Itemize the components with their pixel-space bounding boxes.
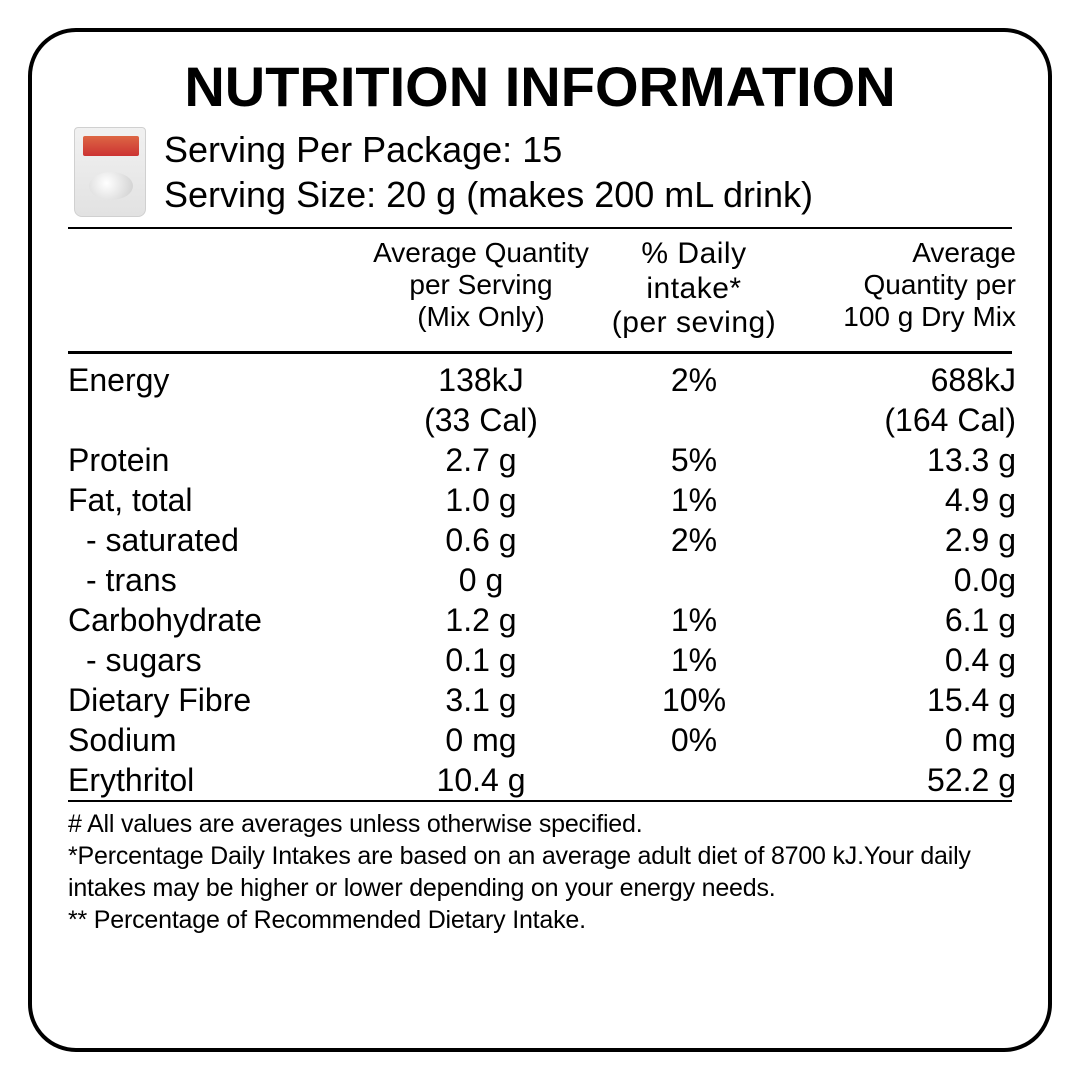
nutrient-name: Erythritol — [68, 760, 368, 800]
serving-row: Serving Per Package: 15 Serving Size: 20… — [68, 127, 1012, 217]
daily-intake-value: 1% — [594, 480, 794, 520]
panel-title: NUTRITION INFORMATION — [68, 54, 1012, 119]
per-serving-value: 138kJ(33 Cal) — [368, 360, 594, 440]
per-100g-value: 688kJ(164 Cal) — [794, 360, 1016, 440]
table-row: trans0 g0.0g — [68, 560, 1012, 600]
daily-intake-value — [594, 560, 794, 600]
table-row: Sodium0 mg0%0 mg — [68, 720, 1012, 760]
daily-intake-value: 1% — [594, 600, 794, 640]
table-row: saturated0.6 g2%2.9 g — [68, 520, 1012, 560]
nutrient-name: saturated — [68, 520, 368, 560]
serving-size: Serving Size: 20 g (makes 200 mL drink) — [164, 172, 813, 217]
per-100g-value: 13.3 g — [794, 440, 1016, 480]
per-100g-value: 2.9 g — [794, 520, 1016, 560]
table-row: sugars0.1 g1%0.4 g — [68, 640, 1012, 680]
footnote-line: *Percentage Daily Intakes are based on a… — [68, 840, 1012, 904]
per-serving-value: 1.0 g — [368, 480, 594, 520]
nutrient-name: Fat, total — [68, 480, 368, 520]
daily-intake-value: 2% — [594, 520, 794, 560]
table-row: Erythritol10.4 g52.2 g — [68, 760, 1012, 800]
product-pouch-icon — [74, 127, 146, 217]
per-100g-value: 0.4 g — [794, 640, 1016, 680]
per-serving-value: 0.6 g — [368, 520, 594, 560]
daily-intake-value: 0% — [594, 720, 794, 760]
table-row: Protein2.7 g5%13.3 g — [68, 440, 1012, 480]
nutrient-name: Energy — [68, 360, 368, 440]
footnote-line: ** Percentage of Recommended Dietary Int… — [68, 904, 1012, 936]
per-100g-value: 6.1 g — [794, 600, 1016, 640]
footnotes: # All values are averages unless otherwi… — [68, 808, 1012, 936]
nutrient-name: sugars — [68, 640, 368, 680]
serving-per-package: Serving Per Package: 15 — [164, 127, 813, 172]
per-100g-value: 0 mg — [794, 720, 1016, 760]
per-100g-value: 4.9 g — [794, 480, 1016, 520]
per-100g-value: 15.4 g — [794, 680, 1016, 720]
table-row: Energy138kJ(33 Cal)2%688kJ(164 Cal) — [68, 360, 1012, 440]
nutrient-name: Sodium — [68, 720, 368, 760]
nutrient-name: Protein — [68, 440, 368, 480]
per-serving-value: 1.2 g — [368, 600, 594, 640]
per-serving-value: 0 mg — [368, 720, 594, 760]
nutrition-panel: NUTRITION INFORMATION Serving Per Packag… — [28, 28, 1052, 1052]
per-serving-value: 0 g — [368, 560, 594, 600]
daily-intake-value: 1% — [594, 640, 794, 680]
footnote-line: # All values are averages unless otherwi… — [68, 808, 1012, 840]
col-per-100g: Average Quantity per 100 g Dry Mix — [794, 237, 1016, 341]
daily-intake-value: 5% — [594, 440, 794, 480]
per-serving-value: 3.1 g — [368, 680, 594, 720]
nutrition-rows: Energy138kJ(33 Cal)2%688kJ(164 Cal)Prote… — [68, 360, 1012, 800]
per-100g-value: 52.2 g — [794, 760, 1016, 800]
divider — [68, 351, 1012, 354]
col-daily-intake: % Daily intake* (per seving) — [594, 237, 794, 341]
per-100g-value: 0.0g — [794, 560, 1016, 600]
nutrient-name: trans — [68, 560, 368, 600]
table-row: Fat, total1.0 g1%4.9 g — [68, 480, 1012, 520]
table-row: Carbohydrate1.2 g1%6.1 g — [68, 600, 1012, 640]
serving-text: Serving Per Package: 15 Serving Size: 20… — [164, 127, 813, 217]
per-serving-value: 10.4 g — [368, 760, 594, 800]
table-header: Average Quantity per Serving (Mix Only) … — [68, 229, 1012, 351]
per-serving-value: 0.1 g — [368, 640, 594, 680]
daily-intake-value: 2% — [594, 360, 794, 440]
nutrient-name: Carbohydrate — [68, 600, 368, 640]
daily-intake-value: 10% — [594, 680, 794, 720]
per-serving-value: 2.7 g — [368, 440, 594, 480]
col-per-serving: Average Quantity per Serving (Mix Only) — [368, 237, 594, 341]
nutrient-name: Dietary Fibre — [68, 680, 368, 720]
daily-intake-value — [594, 760, 794, 800]
table-row: Dietary Fibre3.1 g10%15.4 g — [68, 680, 1012, 720]
divider — [68, 800, 1012, 802]
